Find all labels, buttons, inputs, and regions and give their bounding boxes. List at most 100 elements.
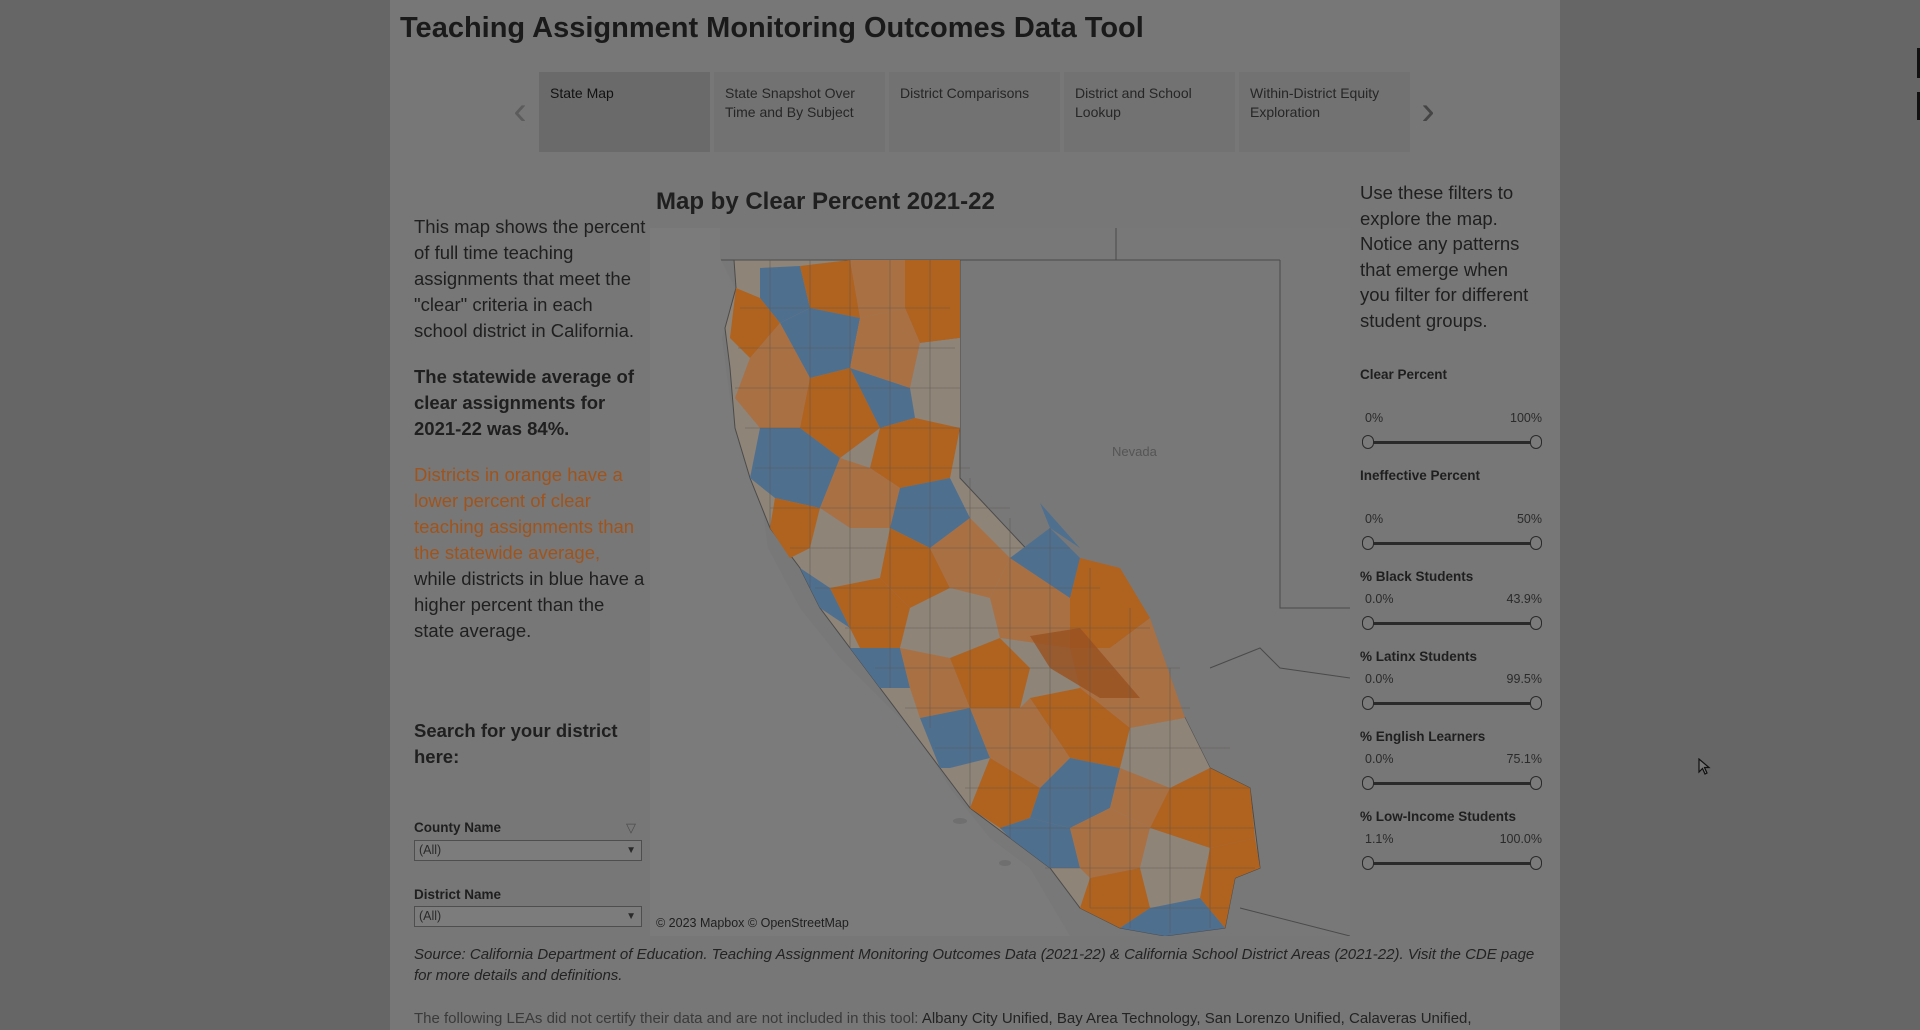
district-region: [1200, 838, 1260, 928]
slider-max-handle[interactable]: [1530, 856, 1542, 870]
tabs-next-button[interactable]: ›: [1413, 88, 1443, 138]
slider-min-handle[interactable]: [1362, 856, 1374, 870]
state-border-line: [1239, 907, 1350, 936]
slider-min-value: 0.0%: [1365, 752, 1394, 766]
district-region: [850, 368, 915, 428]
tab-district-school-lookup[interactable]: District and School Lookup: [1064, 72, 1235, 152]
district-region: [1120, 898, 1225, 936]
slider-min-value: 0.0%: [1365, 672, 1394, 686]
statewide-average-text: The statewide average of clear assignmen…: [414, 366, 635, 439]
uncertified-list: Albany City Unified, Bay Area Technology…: [921, 1010, 1472, 1027]
district-region: [900, 588, 1000, 658]
slider-max-value: 100%: [1510, 411, 1542, 425]
district-region: [1040, 503, 1080, 548]
uncertified-prefix: The following LEAs did not certify their…: [414, 1010, 922, 1027]
slider-max-value: 99.5%: [1506, 672, 1542, 686]
low-income-students-slider-track[interactable]: [1368, 862, 1536, 865]
slider-max-value: 100.0%: [1499, 832, 1542, 846]
district-region: [905, 260, 960, 343]
map-attribution[interactable]: © 2023 Mapbox © OpenStreetMap: [656, 916, 849, 930]
slider-max-handle[interactable]: [1530, 616, 1542, 630]
slider-max-handle[interactable]: [1530, 536, 1542, 550]
slider-min-handle[interactable]: [1362, 776, 1374, 790]
slider-max-handle[interactable]: [1530, 696, 1542, 710]
district-region: [1080, 868, 1150, 928]
slider-max-value: 43.9%: [1506, 592, 1542, 606]
map-canvas: [650, 228, 1350, 936]
blue-legend-text: while districts in blue have a higher pe…: [414, 568, 645, 641]
clear-percent-slider-title: Clear Percent: [1360, 367, 1448, 382]
slider-min-handle[interactable]: [1362, 435, 1374, 449]
district-region: [770, 498, 820, 558]
tab-state-snapshot[interactable]: State Snapshot Over Time and By Subject: [714, 72, 885, 152]
district-region: [1000, 818, 1080, 868]
dashboard-page: Teaching Assignment Monitoring Outcomes …: [390, 0, 1560, 1030]
source-citation: Source: California Department of Educati…: [414, 946, 1535, 984]
slider-min-handle[interactable]: [1362, 616, 1374, 630]
district-region: [1010, 528, 1080, 598]
california-district-map[interactable]: Nevada: [650, 228, 1350, 936]
slider-min-value: 0%: [1365, 512, 1384, 526]
slider-max-value: 75.1%: [1506, 752, 1542, 766]
mouse-pointer-icon: [1698, 758, 1711, 775]
slider-min-handle[interactable]: [1362, 696, 1374, 710]
latinx-students-slider-track[interactable]: [1368, 702, 1536, 705]
slider-min-handle[interactable]: [1362, 536, 1374, 550]
latinx-students-slider-title: % Latinx Students: [1360, 649, 1478, 664]
district-region: [910, 338, 960, 428]
district-region: [870, 418, 960, 488]
chevron-left-icon: ‹: [513, 89, 527, 133]
tabs-prev-button[interactable]: ‹: [505, 88, 535, 138]
nevada-map-label: Nevada: [1112, 444, 1157, 459]
district-region: [800, 568, 850, 628]
county-dropdown-value: (All): [419, 843, 442, 857]
district-region: [970, 698, 1070, 788]
county-dropdown[interactable]: (All) ▼: [414, 840, 642, 861]
low-income-students-slider-title: % Low-Income Students: [1360, 809, 1517, 824]
description-panel: This map shows the percent of full time …: [414, 214, 646, 644]
slider-max-handle[interactable]: [1530, 435, 1542, 449]
english-learners-slider-track[interactable]: [1368, 782, 1536, 785]
black-students-slider-title: % Black Students: [1360, 569, 1474, 584]
window-edge-marker: [1917, 92, 1920, 120]
district-region: [735, 323, 810, 428]
uncertified-leas-note: The following LEAs did not certify their…: [414, 1010, 1554, 1027]
district-region: [730, 288, 780, 358]
state-border-line: [1209, 647, 1350, 679]
district-region: [850, 260, 905, 318]
orange-legend-text: Districts in orange have a lower percent…: [414, 464, 635, 563]
clear-percent-slider-track[interactable]: [1368, 441, 1536, 444]
tab-equity-exploration[interactable]: Within-District Equity Exploration: [1239, 72, 1410, 152]
page-title: Teaching Assignment Monitoring Outcomes …: [400, 12, 1144, 44]
intro-text: This map shows the percent of full time …: [414, 216, 646, 341]
island: [953, 818, 967, 824]
state-border-line: [1279, 260, 1350, 609]
district-region: [820, 458, 900, 528]
tab-label: District Comparisons: [900, 85, 1030, 101]
island: [999, 860, 1011, 866]
filter-funnel-icon[interactable]: ▽: [626, 820, 636, 835]
county-filter-label: County Name: [414, 820, 502, 835]
tab-label: District and School Lookup: [1075, 85, 1192, 120]
tab-district-comparisons[interactable]: District Comparisons: [889, 72, 1060, 152]
search-heading: Search for your district here:: [414, 720, 618, 767]
tab-label: State Snapshot Over Time and By Subject: [725, 85, 855, 120]
black-students-slider-track[interactable]: [1368, 622, 1536, 625]
district-dropdown-value: (All): [419, 909, 442, 923]
district-region: [970, 758, 1040, 828]
chevron-down-icon: ▼: [626, 845, 636, 856]
slider-max-value: 50%: [1516, 512, 1542, 526]
ineffective-percent-slider-track[interactable]: [1368, 542, 1536, 545]
tab-state-map[interactable]: State Map: [539, 72, 710, 152]
district-region: [1030, 628, 1140, 698]
tab-label: State Map: [550, 85, 614, 101]
district-region: [1120, 718, 1210, 788]
slider-max-handle[interactable]: [1530, 776, 1542, 790]
chevron-down-icon: ▼: [626, 911, 636, 922]
slider-min-value: 0.0%: [1365, 592, 1394, 606]
district-region: [800, 260, 860, 318]
ineffective-percent-slider-title: Ineffective Percent: [1360, 468, 1481, 483]
district-dropdown[interactable]: (All) ▼: [414, 906, 642, 927]
english-learners-slider-title: % English Learners: [1360, 729, 1486, 744]
district-boundaries: [735, 260, 1255, 933]
